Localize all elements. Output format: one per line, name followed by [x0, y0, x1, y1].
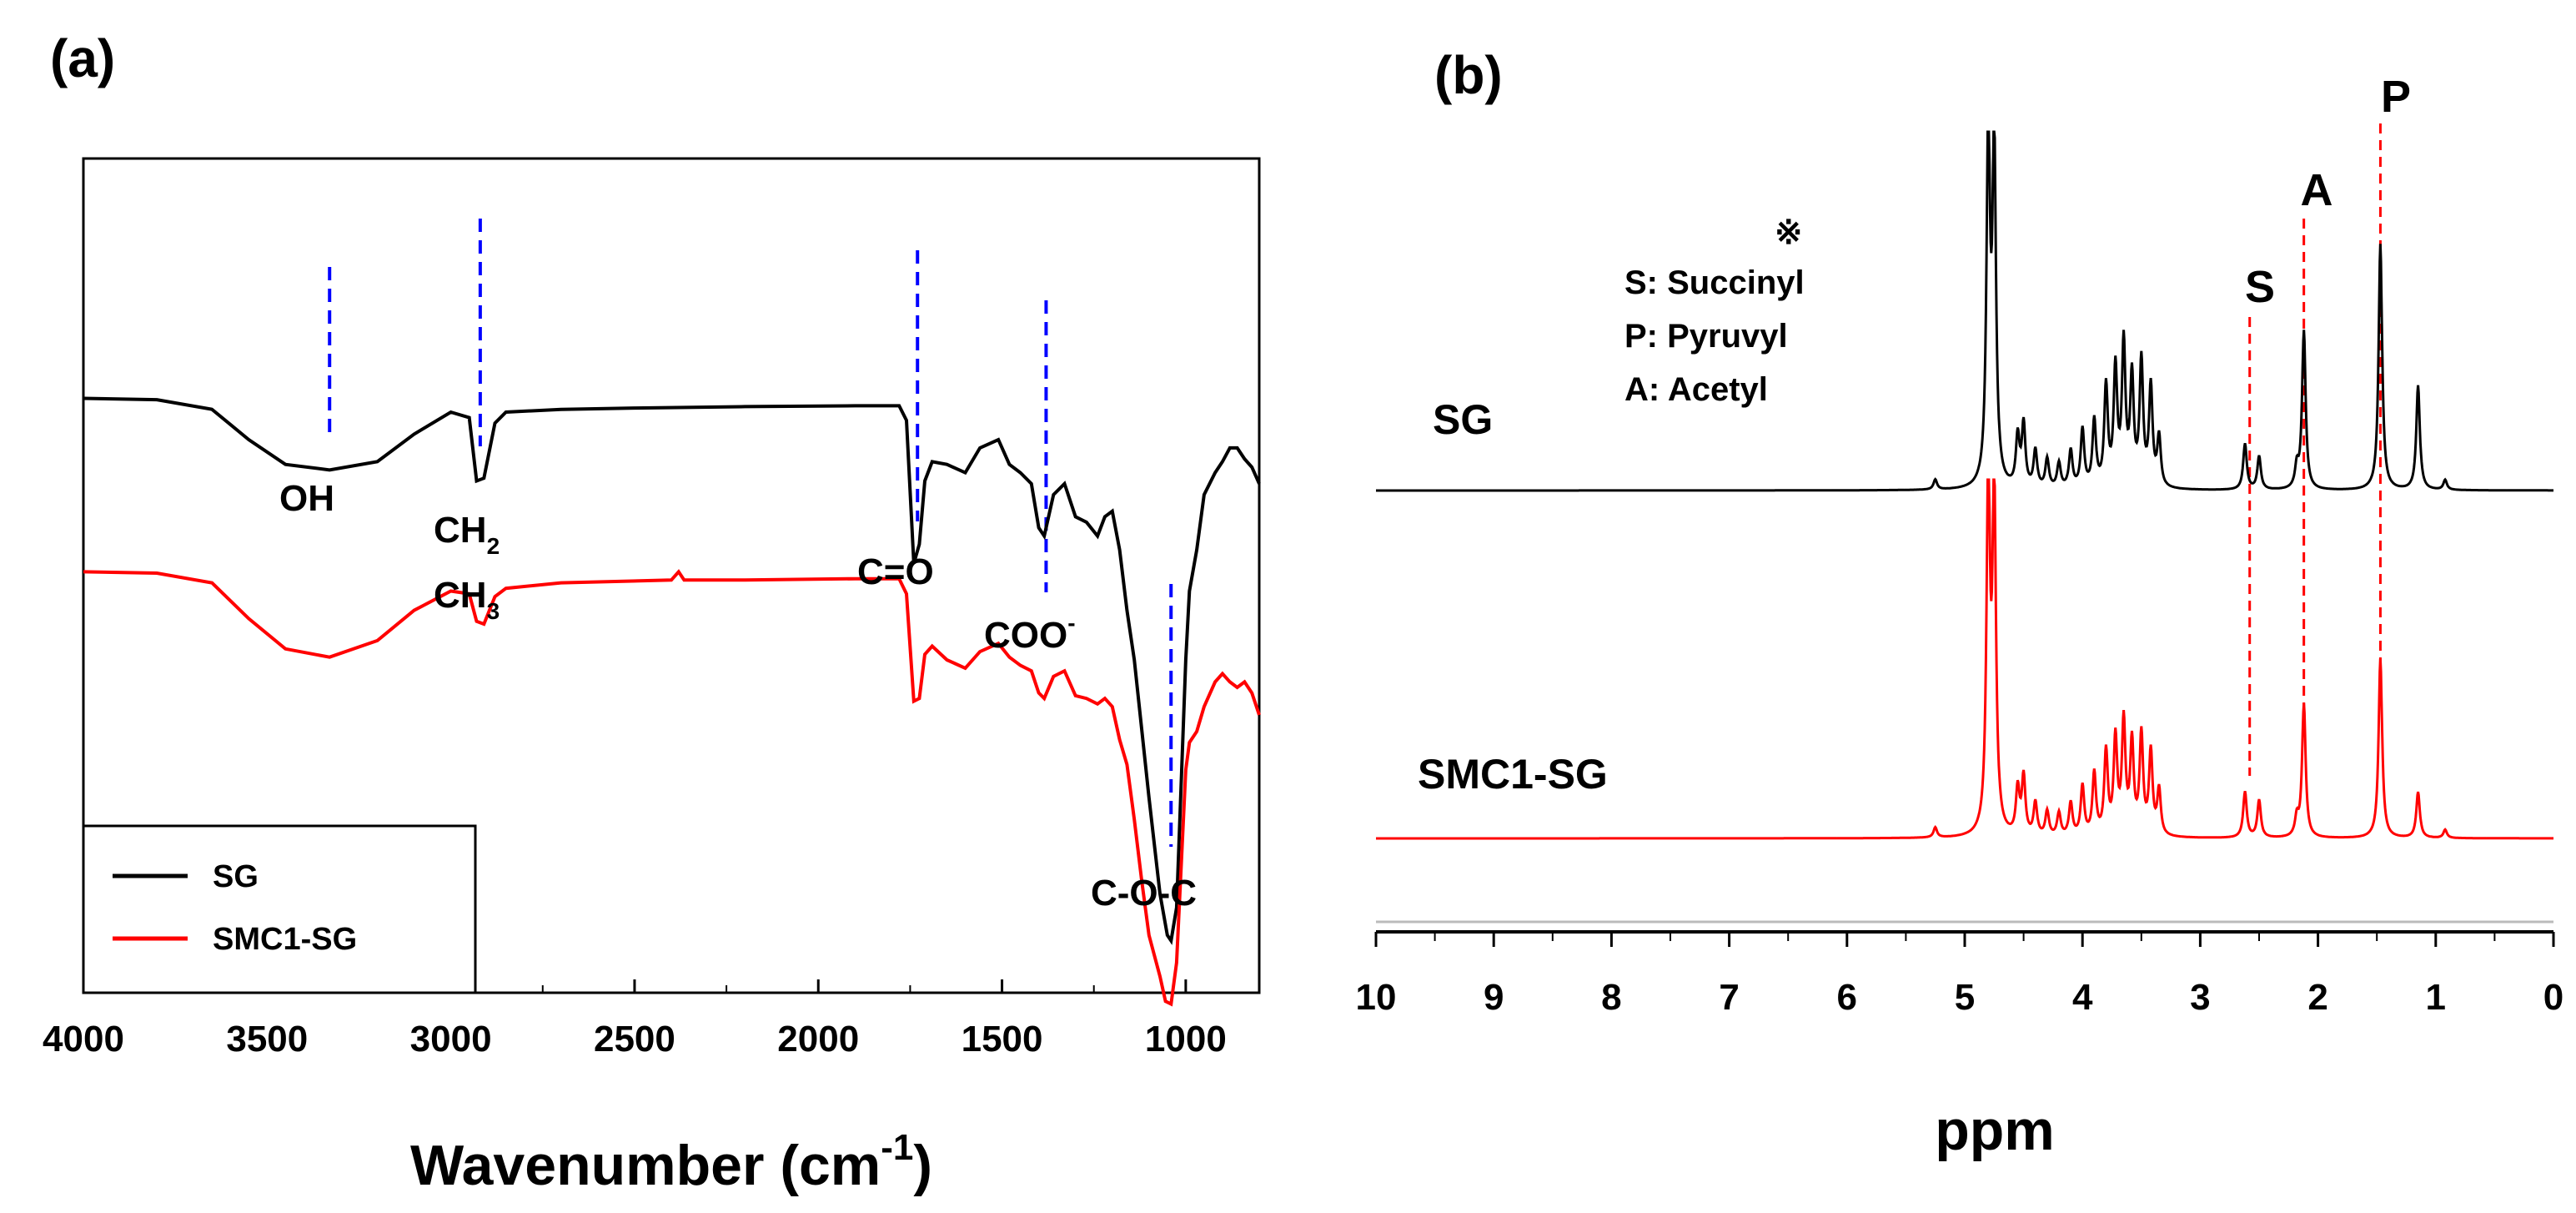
- ftir-x-tick-label: 3500: [226, 1019, 308, 1059]
- panel-b-label: (b): [1434, 45, 1503, 105]
- ftir-plot-frame: [82, 157, 1261, 994]
- nmr-x-tick-label: 4: [2072, 977, 2093, 1018]
- nmr-group-markers: [2248, 123, 2382, 776]
- nmr-x-tick-label: 8: [1601, 977, 1621, 1018]
- nmr-x-tick-label: 5: [1955, 977, 1975, 1018]
- nmr-x-axis-title: ppm: [1935, 1099, 2055, 1162]
- nmr-x-tick-labels: 10 9 8 7 6 5 4 3 2 1 0: [1356, 977, 2564, 1018]
- band-label-coo: COO-: [984, 610, 1076, 656]
- nmr-x-tick-label: 0: [2543, 977, 2563, 1018]
- peak-label-a: A: [2301, 165, 2333, 215]
- band-label-ch3-base: CH: [434, 575, 487, 616]
- panel-a-label: (a): [50, 28, 115, 88]
- band-label-ch2-sub: 2: [487, 533, 500, 559]
- note-line-pyruvyl: P: Pyruvyl: [1624, 318, 1788, 355]
- ftir-x-tick-label: 1500: [962, 1019, 1043, 1059]
- nmr-x-tick-label: 7: [1719, 977, 1739, 1018]
- ftir-x-tick-label: 3000: [410, 1019, 492, 1059]
- series-line-sg: [83, 396, 1261, 945]
- band-label-coo-sup: -: [1067, 610, 1075, 636]
- ftir-x-axis-title-main: Wavenumber (cm: [410, 1134, 881, 1197]
- band-label-ch2: CH2: [434, 510, 500, 559]
- nmr-x-tick-label: 3: [2190, 977, 2210, 1018]
- band-label-ch3: CH3: [434, 575, 500, 624]
- band-label-coo-base: COO: [984, 615, 1067, 656]
- note-line-succinyl: S: Succinyl: [1624, 264, 1805, 301]
- ftir-x-tick-label: 2500: [594, 1019, 675, 1059]
- ftir-band-markers: [328, 219, 1173, 847]
- nmr-x-tick-label: 9: [1484, 977, 1504, 1018]
- band-label-coc: C-O-C: [1091, 873, 1197, 914]
- ftir-x-tick-labels: 4000 3500 3000 2500 2000 1500 1000: [43, 1019, 1227, 1059]
- ftir-x-tick-label: 4000: [43, 1019, 124, 1059]
- series-line-nmr-sg: [1376, 130, 2553, 492]
- ftir-x-tick-label: 2000: [777, 1019, 859, 1059]
- ftir-x-axis-title-close: ): [913, 1134, 932, 1197]
- band-label-oh: OH: [279, 478, 334, 519]
- nmr-series-label-sg: SG: [1433, 396, 1493, 443]
- series-line-smc1-sg: [83, 569, 1261, 1007]
- legend: SG SMC1-SG: [82, 824, 477, 994]
- note-symbol: ※: [1775, 214, 1803, 251]
- nmr-x-ticks: [1374, 932, 2555, 947]
- ftir-x-axis-title: Wavenumber (cm-1): [410, 1127, 932, 1197]
- peak-label-p: P: [2381, 72, 2411, 122]
- nmr-panel: (b) 10 9 8 7 6 5 4 3 2 1 0 SG SMC1-SG ※ S: Succiny…: [1356, 45, 2564, 1162]
- nmr-x-tick-label: 6: [1837, 977, 1857, 1018]
- band-label-co: C=O: [857, 551, 934, 592]
- nmr-x-tick-label: 1: [2426, 977, 2446, 1018]
- ftir-x-axis-title-sup: -1: [881, 1127, 913, 1168]
- nmr-series-label-smc1-sg: SMC1-SG: [1418, 751, 1608, 798]
- ftir-panel: (a) 4000 3500 3000 2500 2000 1500 1000 OH CH2 …: [43, 28, 1261, 1197]
- legend-label-sg: SG: [213, 859, 259, 894]
- ftir-x-tick-label: 1000: [1145, 1019, 1227, 1059]
- peak-label-s: S: [2245, 262, 2275, 312]
- band-label-ch3-sub: 3: [487, 598, 500, 624]
- note-line-acetyl: A: Acetyl: [1624, 371, 1768, 408]
- nmr-x-tick-label: 2: [2307, 977, 2327, 1018]
- legend-label-smc1-sg: SMC1-SG: [213, 922, 357, 957]
- nmr-x-tick-label: 10: [1356, 977, 1397, 1018]
- legend-box: [82, 824, 477, 994]
- band-label-ch2-base: CH: [434, 510, 487, 551]
- series-line-nmr-smc1-sg: [1376, 478, 2553, 840]
